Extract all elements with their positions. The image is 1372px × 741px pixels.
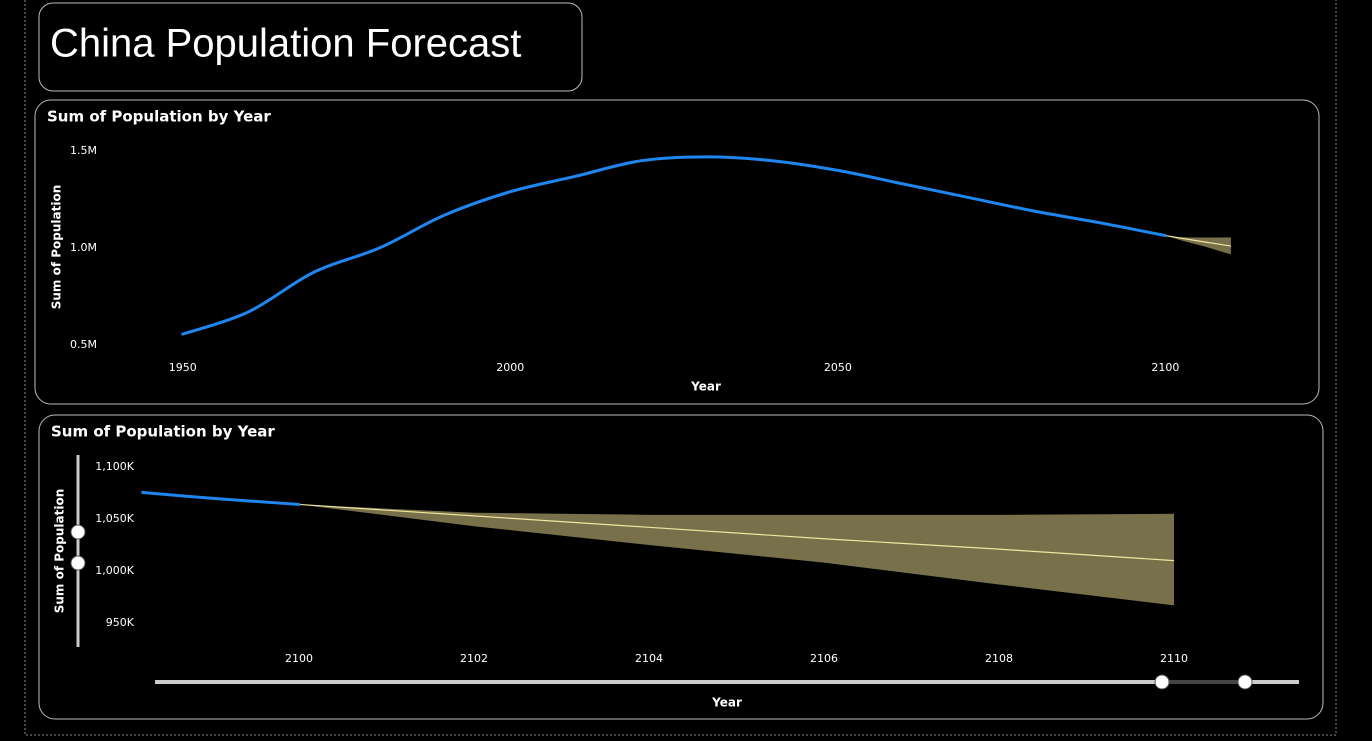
x-tick-label: 2106 <box>810 652 838 665</box>
slider-handle[interactable] <box>1154 674 1170 690</box>
x-tick-label: 2104 <box>635 652 663 665</box>
x-tick-label: 2050 <box>824 361 852 374</box>
x-tick-label: 2000 <box>496 361 524 374</box>
y-axis-title: Sum of Population <box>53 489 67 614</box>
y-tick-label: 0.5M <box>70 338 97 351</box>
y-tick-label: 1.5M <box>70 144 97 157</box>
x-tick-label: 1950 <box>169 361 197 374</box>
x-tick-label: 2110 <box>1160 652 1188 665</box>
slider-handle[interactable] <box>70 524 86 540</box>
y-tick-label: 1.0M <box>70 241 97 254</box>
chart-title: Sum of Population by Year <box>47 108 271 126</box>
y-tick-label: 950K <box>106 616 135 629</box>
y-tick-label: 1,000K <box>95 564 134 577</box>
x-axis-title: Year <box>690 380 721 394</box>
y-tick-label: 1,100K <box>95 460 134 473</box>
forecast-line <box>1165 234 1231 247</box>
x-tick-label: 2100 <box>285 652 313 665</box>
slider-handle[interactable] <box>1237 674 1253 690</box>
x-tick-label: 2102 <box>460 652 488 665</box>
forecast-band <box>299 504 1174 606</box>
x-axis-title: Year <box>711 696 742 710</box>
chart-title: Sum of Population by Year <box>51 423 275 441</box>
card <box>34 99 1320 405</box>
forecast-band <box>1165 235 1231 255</box>
y-tick-label: 1,050K <box>95 512 134 525</box>
page-title: China Population Forecast <box>50 22 521 66</box>
card <box>38 414 1324 720</box>
slider-handle[interactable] <box>70 555 86 571</box>
forecast-line <box>298 503 1175 562</box>
x-tick-label: 2100 <box>1151 361 1179 374</box>
title-box <box>38 2 583 92</box>
y-axis-title: Sum of Population <box>50 185 64 310</box>
x-tick-label: 2108 <box>985 652 1013 665</box>
data-line <box>181 155 1167 336</box>
data-line <box>141 490 301 506</box>
